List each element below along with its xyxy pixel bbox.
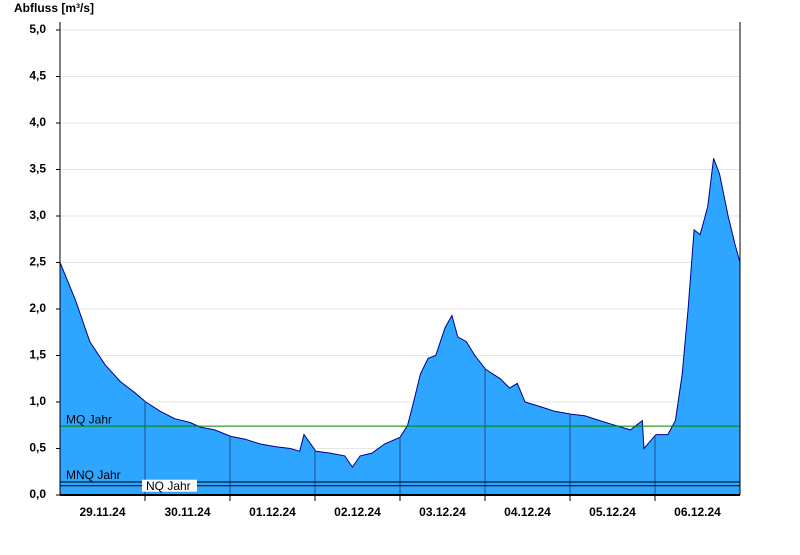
y-tick-label: 0,0: [29, 487, 46, 501]
label-bg: [142, 479, 197, 492]
x-tick-label: 03.12.24: [419, 505, 466, 519]
x-tick-label: 04.12.24: [504, 505, 551, 519]
y-tick-label: 0,5: [29, 441, 46, 455]
y-tick-label: 1,5: [29, 348, 46, 362]
x-tick-label: 05.12.24: [589, 505, 636, 519]
reference-label: NQ Jahr: [146, 479, 191, 493]
x-tick-label: 30.11.24: [164, 505, 210, 519]
y-tick-label: 2,5: [29, 255, 46, 269]
y-tick-label: 1,0: [29, 394, 46, 408]
x-tick-label: 02.12.24: [334, 505, 381, 519]
reference-label: MNQ Jahr: [66, 468, 121, 482]
area: [60, 158, 740, 496]
y-tick-label: 2,0: [29, 301, 46, 315]
line: [59, 158, 741, 468]
x-tick-label: 01.12.24: [249, 505, 296, 519]
y-tick-label: 4,5: [29, 69, 46, 83]
x-tick-label: 06.12.24: [674, 505, 721, 519]
y-tick-label: 4,0: [29, 115, 46, 129]
y-axis-label: Abfluss [m³/s]: [14, 1, 94, 15]
y-tick-label: 3,0: [29, 208, 46, 222]
x-tick-label: 29.11.24: [79, 505, 125, 519]
y-tick-label: 3,5: [29, 162, 46, 176]
y-tick-label: 5,0: [29, 22, 46, 36]
reference-label: MQ Jahr: [66, 412, 112, 426]
